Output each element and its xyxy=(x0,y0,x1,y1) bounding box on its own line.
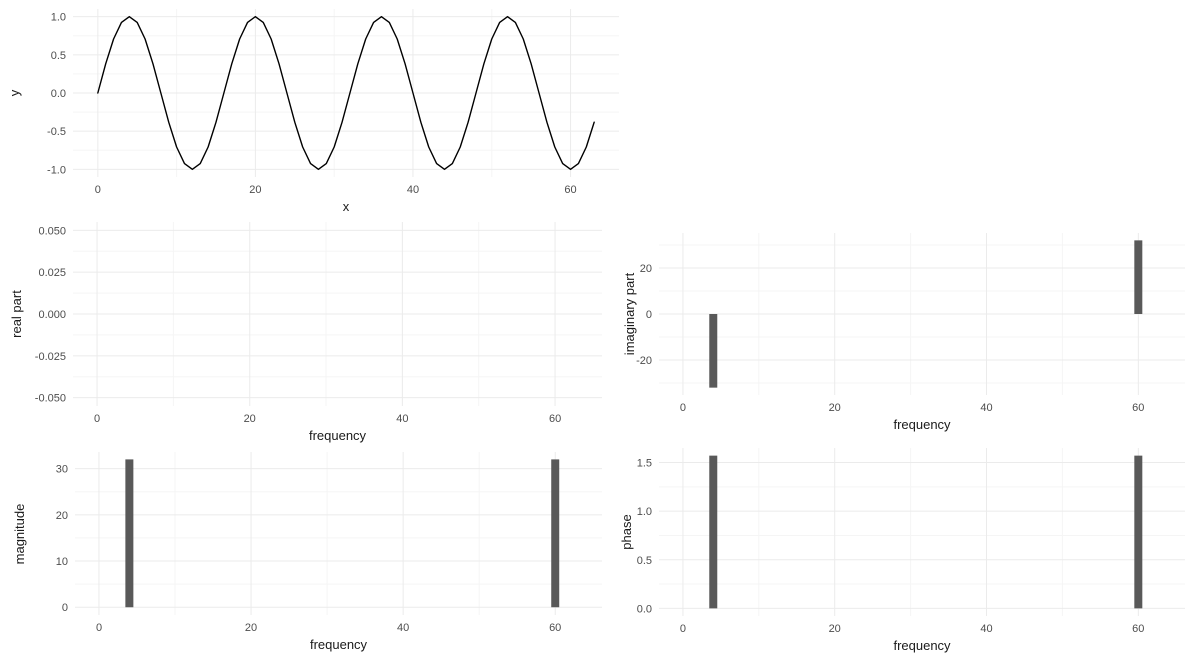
y-tick-label: 0.0 xyxy=(637,603,652,615)
bar-mark xyxy=(1134,240,1143,314)
x-tick-label: 60 xyxy=(549,622,561,634)
imaginary-y-axis-title: imaginary part xyxy=(622,272,637,356)
x-tick-label: 40 xyxy=(980,623,992,635)
phase-plot: 0 20 40 60 0.0 0.5 1.0 1.5 xyxy=(637,448,1185,635)
bar-mark xyxy=(125,459,134,608)
x-tick-label: 40 xyxy=(407,184,419,196)
y-tick-label: -1.0 xyxy=(47,164,66,176)
x-tick-label: 20 xyxy=(244,413,256,425)
x-tick-label: 0 xyxy=(680,623,686,635)
x-tick-label: 0 xyxy=(94,413,100,425)
bar-mark xyxy=(709,455,718,609)
figure-real-part: 0 20 40 60 -0.050 -0.025 0.000 0.025 0.050 frequ… xyxy=(0,222,620,443)
magnitude-plot: 0 20 40 60 0 10 20 30 xyxy=(56,452,602,634)
real-y-axis-title: real part xyxy=(9,290,24,338)
y-tick-label: 1.5 xyxy=(637,458,652,470)
figure-wave: 0 20 40 60 -1.0 -0.5 0.0 0.5 1.0 x y xyxy=(0,0,640,222)
real-x-axis-title: frequency xyxy=(308,428,367,443)
wave-y-axis-title: y xyxy=(7,89,22,97)
imaginary-part-plot: 0 20 40 60 -20 0 20 xyxy=(636,233,1185,414)
x-tick-label: 60 xyxy=(1132,623,1144,635)
x-tick-label: 40 xyxy=(980,402,992,414)
x-tick-label: 20 xyxy=(245,622,257,634)
bar-mark xyxy=(551,459,560,608)
y-tick-label: 0 xyxy=(646,309,652,321)
line-series xyxy=(97,15,595,171)
x-tick-label: 0 xyxy=(680,402,686,414)
x-tick-label: 20 xyxy=(829,402,841,414)
x-tick-label: 60 xyxy=(1132,402,1144,414)
x-tick-label: 40 xyxy=(396,413,408,425)
wave-plot: 0 20 40 60 -1.0 -0.5 0.0 0.5 1.0 xyxy=(47,9,619,196)
y-tick-label: 0.050 xyxy=(38,225,66,237)
y-tick-label: -0.025 xyxy=(35,351,66,363)
phase-x-axis-title: frequency xyxy=(893,638,951,653)
y-tick-label: 1.0 xyxy=(637,506,652,518)
figure-phase: 0 20 40 60 0.0 0.5 1.0 1.5 frequency phase xyxy=(619,440,1200,668)
imaginary-x-axis-title: frequency xyxy=(893,417,951,432)
y-tick-label: 0.000 xyxy=(38,309,66,321)
y-tick-label: 30 xyxy=(56,464,68,476)
y-tick-label: 0.0 xyxy=(51,88,66,100)
figure-imaginary-part: 0 20 40 60 -20 0 20 frequency imaginary part xyxy=(620,222,1200,440)
y-tick-label: 0.5 xyxy=(637,555,652,567)
phase-y-axis-title: phase xyxy=(619,514,634,550)
bar-mark xyxy=(1134,455,1143,609)
x-tick-label: 40 xyxy=(397,622,409,634)
y-tick-label: 20 xyxy=(56,510,68,522)
x-tick-label: 0 xyxy=(95,184,101,196)
figure-magnitude: 0 20 40 60 0 10 20 30 frequency magnitude xyxy=(0,440,620,668)
x-tick-label: 60 xyxy=(564,184,576,196)
x-tick-label: 20 xyxy=(249,184,261,196)
x-tick-label: 20 xyxy=(829,623,841,635)
y-tick-label: 20 xyxy=(640,263,652,275)
magnitude-y-axis-title: magnitude xyxy=(12,503,27,564)
x-tick-label: 60 xyxy=(549,413,561,425)
bar-mark xyxy=(709,314,718,388)
y-tick-label: 0.025 xyxy=(38,267,66,279)
real-part-plot: 0 20 40 60 -0.050 -0.025 0.000 0.025 0.050 xyxy=(35,222,602,425)
y-tick-label: -20 xyxy=(636,355,652,367)
y-tick-label: 0.5 xyxy=(51,50,66,62)
x-tick-label: 0 xyxy=(96,622,102,634)
y-tick-label: 10 xyxy=(56,556,68,568)
y-tick-label: 0 xyxy=(62,602,68,614)
y-tick-label: -0.050 xyxy=(35,393,66,405)
y-tick-label: 1.0 xyxy=(51,12,66,24)
y-tick-label: -0.5 xyxy=(47,126,66,138)
magnitude-x-axis-title: frequency xyxy=(309,637,368,652)
wave-x-axis-title: x xyxy=(342,199,350,214)
